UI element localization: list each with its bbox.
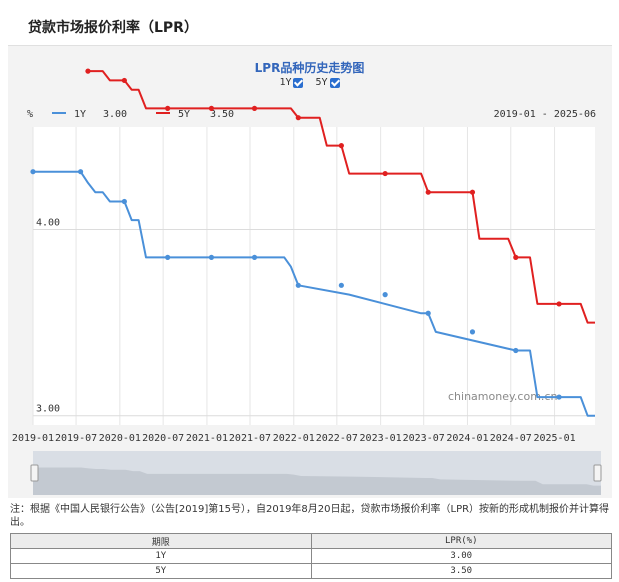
lpr-table: 期限 LPR(%) 1Y 3.00 5Y 3.50: [10, 533, 612, 579]
table-header-term: 期限: [10, 533, 312, 549]
series-5y-point: [556, 301, 562, 307]
x-tick-label: 2020-07: [142, 433, 184, 444]
vertical-gridlines: [32, 127, 556, 425]
series-5y-point: [295, 115, 301, 121]
series-1y-point: [295, 282, 301, 288]
toggle-1y[interactable]: 1Y: [279, 77, 304, 88]
series-1y-point: [556, 394, 562, 400]
series-1y-point: [469, 329, 476, 335]
x-tick-label: 2021-01: [186, 433, 228, 444]
horizontal-gridlines: [33, 228, 595, 417]
navigator-right-handle[interactable]: [593, 464, 602, 482]
toggle-5y-checkbox[interactable]: [329, 77, 340, 88]
toggle-5y-label: 5Y: [315, 77, 328, 88]
series-layer: [30, 68, 595, 417]
x-tick-label: 2024-07: [490, 433, 532, 444]
series-5y-point: [165, 105, 171, 111]
table-header-rate: LPR(%): [310, 533, 612, 549]
legend-5y-name: 5Y: [178, 109, 190, 120]
range-navigator[interactable]: [30, 451, 602, 495]
x-tick-label: 2023-01: [360, 433, 402, 444]
series-1y-point: [30, 169, 36, 175]
toggle-1y-label: 1Y: [279, 77, 292, 88]
series-5y-point: [85, 68, 91, 74]
x-tick-label: 2024-01: [446, 433, 488, 444]
series-5y-point: [251, 105, 258, 111]
x-tick-labels: 2019-01 2019-07 2020-01 2020-07 2021-01 2021-…: [12, 433, 576, 444]
date-range: 2019-01 - 2025-06: [494, 109, 596, 120]
toggle-5y[interactable]: 5Y: [316, 77, 340, 88]
x-tick-label: 2019-01: [12, 433, 54, 444]
toggle-1y-checkbox[interactable]: [293, 77, 304, 88]
y-tick-label: 3.00: [36, 404, 60, 415]
table-row: 1Y 3.00: [10, 548, 612, 564]
x-tick-label: 2021-07: [229, 433, 271, 444]
y-tick-labels: 4.00 3.00: [36, 217, 60, 414]
series-5y-point: [513, 254, 519, 260]
series-5y-point: [338, 143, 344, 149]
series-5y-point: [382, 170, 388, 177]
x-tick-label: 2025-01: [533, 433, 575, 444]
series-1y-point: [165, 254, 171, 260]
chart-title: LPR品种历史走势图: [254, 61, 365, 75]
series-1y-point: [425, 310, 431, 316]
navigator-preview: [33, 467, 601, 495]
table-cell-rate: 3.00: [310, 548, 612, 564]
series-1y-point: [338, 282, 344, 288]
series-5y-point: [469, 189, 476, 195]
table-cell-term: 5Y: [10, 563, 312, 579]
series-1y-point: [513, 347, 519, 354]
y-tick-label: 4.00: [36, 217, 60, 228]
x-tick-label: 2022-07: [316, 433, 358, 444]
series-5y-point: [121, 77, 127, 84]
page-title: 贷款市场报价利率（LPR）: [28, 20, 198, 36]
x-tick-label: 2023-07: [403, 433, 445, 444]
table-header-row: 期限 LPR(%): [10, 533, 612, 549]
series-5y-point: [208, 105, 215, 111]
series-1y-point: [121, 198, 127, 205]
series-1y-point: [208, 254, 215, 260]
table-cell-term: 1Y: [10, 548, 312, 564]
y-unit-label: %: [27, 109, 33, 120]
series-1y-point: [382, 292, 388, 298]
plot-area: [33, 127, 595, 425]
series-toggles: 1Y 5Y: [0, 77, 619, 88]
lpr-chart: % 1Y 3.00 5Y 3.50 2019-01 - 2025-06 chin…: [12, 68, 602, 495]
x-tick-label: 2020-01: [99, 433, 141, 444]
series-5y-point: [425, 189, 431, 195]
table-cell-rate: 3.50: [310, 563, 612, 579]
series-1y-line: [33, 170, 595, 417]
x-tick-label: 2022-01: [273, 433, 315, 444]
x-tick-label: 2019-07: [55, 433, 97, 444]
legend: 1Y 3.00 5Y 3.50: [52, 109, 234, 120]
legend-1y-value: 3.00: [103, 109, 127, 120]
legend-5y-value: 3.50: [210, 109, 234, 120]
table-row: 5Y 3.50: [10, 563, 612, 579]
navigator-left-handle[interactable]: [30, 464, 39, 482]
legend-1y-name: 1Y: [74, 109, 86, 120]
watermark: chinamoney.com.cn: [448, 390, 557, 403]
footnote: 注：根据《中国人民银行公告》（公告[2019]第15号），自2019年8月20日…: [10, 504, 610, 528]
series-1y-point: [77, 169, 84, 175]
series-1y-point: [251, 254, 258, 260]
series-5y-line: [88, 70, 595, 324]
